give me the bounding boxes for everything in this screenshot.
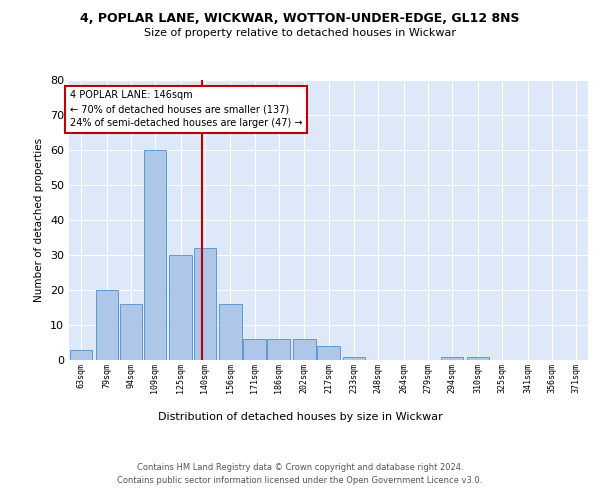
Bar [343, 356, 365, 360]
Bar [467, 356, 489, 360]
Bar [144, 150, 166, 360]
Bar [317, 346, 340, 360]
Bar [441, 356, 463, 360]
Text: 4 POPLAR LANE: 146sqm
← 70% of detached houses are smaller (137)
24% of semi-det: 4 POPLAR LANE: 146sqm ← 70% of detached … [70, 90, 302, 128]
Bar [219, 304, 242, 360]
Text: Size of property relative to detached houses in Wickwar: Size of property relative to detached ho… [144, 28, 456, 38]
Bar [169, 255, 192, 360]
Text: Contains HM Land Registry data © Crown copyright and database right 2024.: Contains HM Land Registry data © Crown c… [137, 462, 463, 471]
Bar [70, 350, 92, 360]
Bar [119, 304, 142, 360]
Text: 4, POPLAR LANE, WICKWAR, WOTTON-UNDER-EDGE, GL12 8NS: 4, POPLAR LANE, WICKWAR, WOTTON-UNDER-ED… [80, 12, 520, 26]
Bar [244, 339, 266, 360]
Text: Contains public sector information licensed under the Open Government Licence v3: Contains public sector information licen… [118, 476, 482, 485]
Bar [268, 339, 290, 360]
Bar [293, 339, 316, 360]
Bar [95, 290, 118, 360]
Bar [194, 248, 216, 360]
Y-axis label: Number of detached properties: Number of detached properties [34, 138, 44, 302]
Text: Distribution of detached houses by size in Wickwar: Distribution of detached houses by size … [158, 412, 442, 422]
